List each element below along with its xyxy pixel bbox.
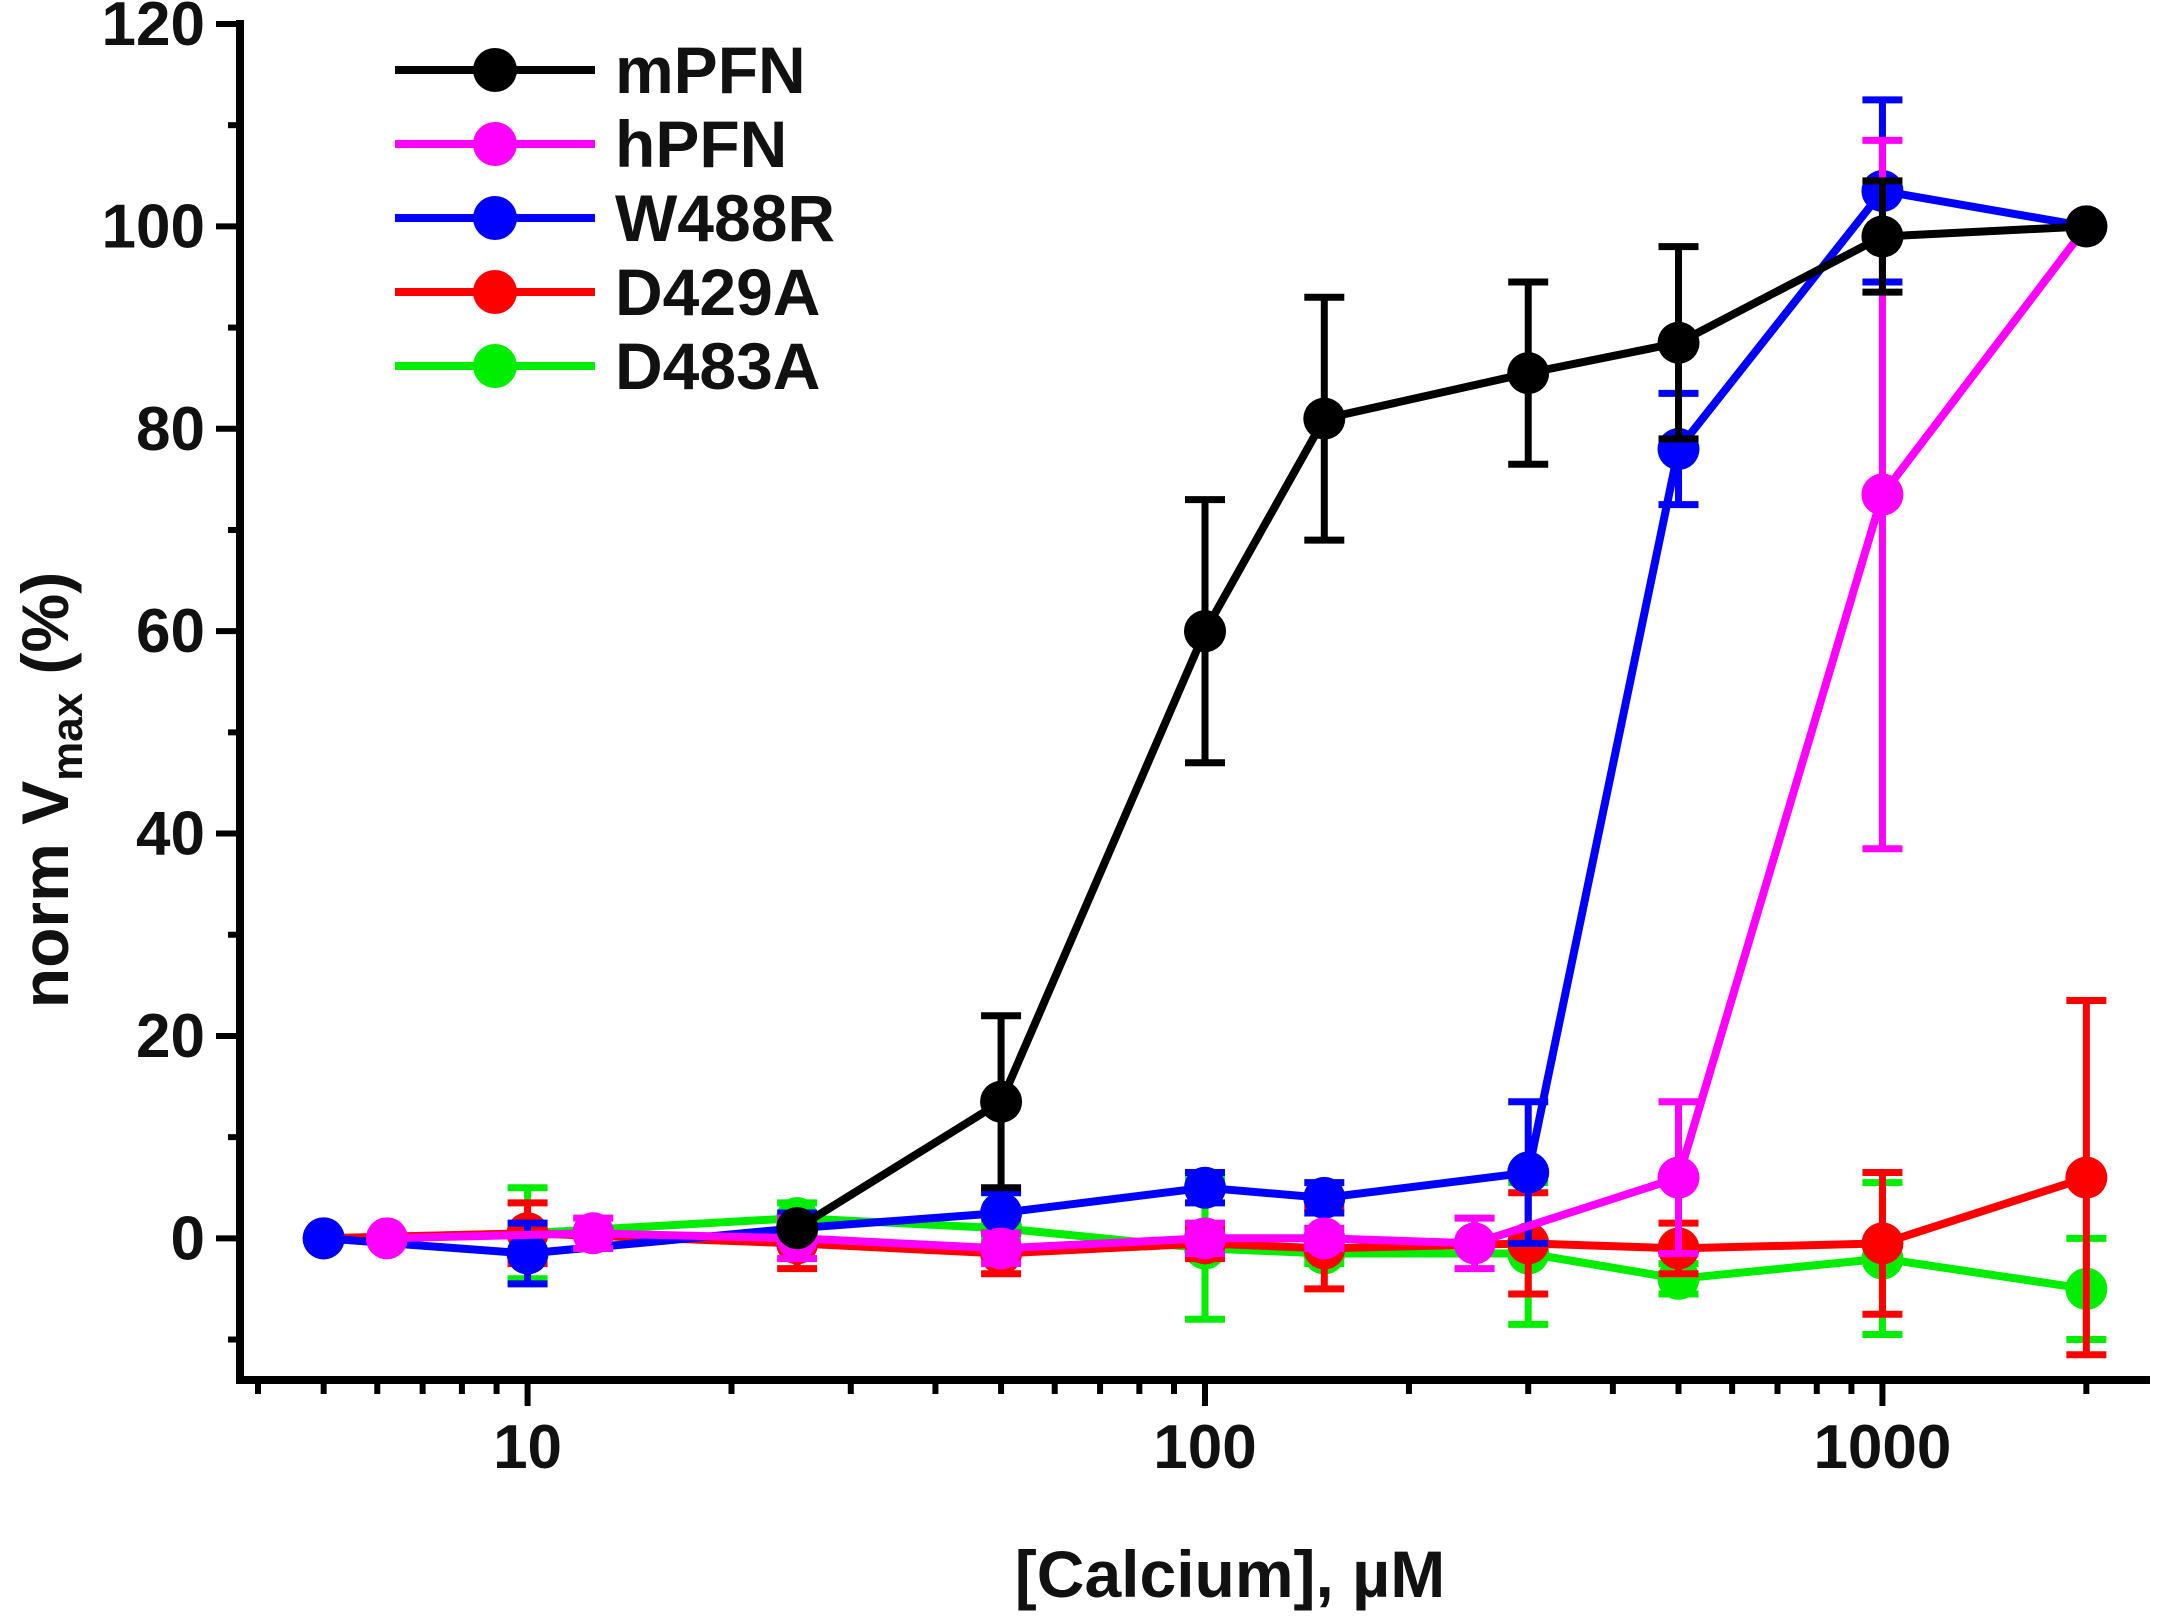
data-point [1303, 1217, 1346, 1260]
data-point [572, 1212, 615, 1255]
legend-marker [473, 270, 517, 314]
data-point [1657, 321, 1700, 364]
data-point [1507, 352, 1550, 395]
x-axis-title: [Calcium], µM [1015, 1537, 1445, 1611]
legend-item-D429A: D429A [395, 255, 820, 329]
y-axis-title-unit: (%) [8, 572, 82, 693]
x-tick-label: 10 [493, 1413, 562, 1482]
legend-label: W488R [615, 181, 835, 255]
legend-marker [473, 48, 517, 92]
y-tick-label: 0 [171, 1204, 205, 1273]
legend-item-hPFN: hPFN [395, 107, 787, 181]
y-tick-label: 100 [102, 192, 205, 261]
y-axis-title-sub: max [43, 692, 92, 781]
y-tick-label: 120 [102, 0, 205, 59]
legend-label: mPFN [615, 33, 806, 107]
x-tick-label: 100 [1153, 1413, 1256, 1482]
y-axis-title-main: norm V [8, 781, 82, 1008]
series-line-hPFN [386, 223, 2090, 1253]
data-point [1453, 1222, 1496, 1265]
series-line-D483A [323, 1214, 2087, 1293]
x-tick-label: 1000 [1813, 1413, 1951, 1482]
axes-layer: 0 20 40 60 80 100 120 10 100 1000 [102, 0, 2150, 1482]
data-point [2065, 205, 2108, 248]
data-point [1303, 397, 1346, 440]
legend-marker [473, 344, 517, 388]
data-point [1861, 1222, 1904, 1265]
legend-label: hPFN [615, 107, 787, 181]
data-point [980, 1227, 1023, 1270]
y-axis-title: norm Vmax (%) [8, 572, 92, 1008]
data-point [1657, 1156, 1700, 1199]
data-point [1184, 1217, 1227, 1260]
data-point [1507, 1151, 1550, 1194]
y-tick-label: 80 [136, 395, 205, 464]
legend-label: D429A [615, 255, 820, 329]
y-tick-label: 60 [136, 597, 205, 666]
data-point [1657, 1257, 1700, 1300]
data-point [1184, 610, 1227, 653]
series-layer [302, 96, 2108, 1359]
data-point [365, 1217, 408, 1260]
data-point [1861, 473, 1904, 516]
legend-item-W488R: W488R [395, 181, 835, 255]
series-line-mPFN [795, 222, 2087, 1232]
series-mPFN [776, 177, 2108, 1250]
data-point [302, 1217, 345, 1260]
series-line-W488R [323, 187, 2088, 1258]
data-point [2065, 1156, 2108, 1199]
data-point [1303, 1176, 1346, 1219]
data-point [506, 1232, 549, 1275]
data-point [980, 1192, 1023, 1235]
legend-marker [473, 122, 517, 166]
data-point [1861, 215, 1904, 258]
data-point [776, 1207, 819, 1250]
legend-label: D483A [615, 329, 820, 403]
y-tick-label: 20 [136, 1002, 205, 1071]
legend-item-mPFN: mPFN [395, 33, 806, 107]
legend-item-D483A: D483A [395, 329, 820, 403]
y-tick-label: 40 [136, 800, 205, 869]
legend-marker [473, 196, 517, 240]
data-point [980, 1080, 1023, 1123]
data-point [1184, 1166, 1227, 1209]
